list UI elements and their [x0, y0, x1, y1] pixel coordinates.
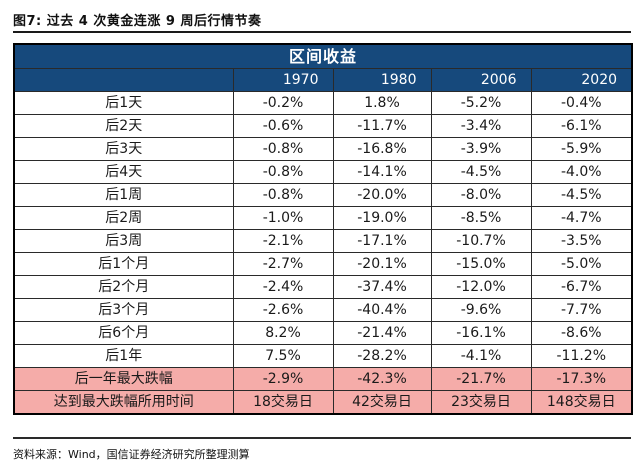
cell-value: -40.4% [332, 298, 432, 322]
table-row: 达到最大跌幅所用时间 18交易日 42交易日 23交易日 148交易日 [13, 390, 633, 415]
cell-value: -0.8% [232, 137, 334, 161]
table-body: 后1天 -0.2% 1.8% -5.2% -0.4% 后2天 -0.6% -11.7% -3.4… [13, 91, 633, 415]
cell-value: -4.5% [430, 160, 532, 184]
cell-value: -4.5% [530, 183, 633, 207]
table-row: 后3周 -2.1% -17.1% -10.7% -3.5% [13, 229, 633, 253]
cell-value: -19.0% [332, 206, 432, 230]
row-label: 后3周 [13, 229, 234, 253]
table-row: 后2周 -1.0% -19.0% -8.5% -4.7% [13, 206, 633, 230]
cell-value: -11.7% [332, 114, 432, 138]
source-divider [13, 437, 631, 439]
row-label: 后1个月 [13, 252, 234, 276]
row-label: 达到最大跌幅所用时间 [13, 390, 234, 415]
cell-value: -12.0% [430, 275, 532, 299]
table-row: 后3个月 -2.6% -40.4% -9.6% -7.7% [13, 298, 633, 322]
cell-value: -20.0% [332, 183, 432, 207]
cell-value: -2.7% [232, 252, 334, 276]
cell-value: -5.9% [530, 137, 633, 161]
cell-value: 7.5% [232, 344, 334, 368]
cell-value: -20.1% [332, 252, 432, 276]
cell-value: -21.4% [332, 321, 432, 345]
cell-value: -2.1% [232, 229, 334, 253]
table-title: 区间收益 [13, 43, 633, 69]
row-label: 后一年最大跌幅 [13, 367, 234, 391]
cell-value: -17.1% [332, 229, 432, 253]
row-label: 后2天 [13, 114, 234, 138]
cell-value: -11.2% [530, 344, 633, 368]
cell-value: -28.2% [332, 344, 432, 368]
cell-value: 42交易日 [332, 390, 432, 415]
row-label: 后6个月 [13, 321, 234, 345]
row-label: 后3天 [13, 137, 234, 161]
figure-title: 图7: 过去 4 次黄金连涨 9 周后行情节奏 [13, 14, 262, 29]
row-label: 后2个月 [13, 275, 234, 299]
year-header-1970: 1970 [232, 68, 334, 92]
cell-value: -6.7% [530, 275, 633, 299]
cell-value: -42.3% [332, 367, 432, 391]
row-label: 后1天 [13, 91, 234, 115]
cell-value: -0.8% [232, 160, 334, 184]
cell-value: -16.8% [332, 137, 432, 161]
cell-value: -5.2% [430, 91, 532, 115]
year-header-1980: 1980 [332, 68, 432, 92]
cell-value: -8.0% [430, 183, 532, 207]
cell-value: -0.6% [232, 114, 334, 138]
cell-value: -2.6% [232, 298, 334, 322]
cell-value: -16.1% [430, 321, 532, 345]
cell-value: 23交易日 [430, 390, 532, 415]
table-row: 后1天 -0.2% 1.8% -5.2% -0.4% [13, 91, 633, 115]
cell-value: -3.9% [430, 137, 532, 161]
cell-value: -17.3% [530, 367, 633, 391]
returns-table: 区间收益 1970 1980 2006 2020 后1天 -0.2% 1.8% -5.2% -… [13, 43, 634, 415]
cell-value: -8.6% [530, 321, 633, 345]
cell-value: -2.9% [232, 367, 334, 391]
cell-value: 8.2% [232, 321, 334, 345]
row-label: 后1年 [13, 344, 234, 368]
table-title-row: 区间收益 [13, 43, 633, 69]
cell-value: -4.0% [530, 160, 633, 184]
table-row: 后1年 7.5% -28.2% -4.1% -11.2% [13, 344, 633, 368]
cell-value: -2.4% [232, 275, 334, 299]
cell-value: -15.0% [430, 252, 532, 276]
cell-value: 148交易日 [530, 390, 633, 415]
cell-value: -0.4% [530, 91, 633, 115]
cell-value: -8.5% [430, 206, 532, 230]
cell-value: -9.6% [430, 298, 532, 322]
cell-value: -0.8% [232, 183, 334, 207]
cell-value: -4.1% [430, 344, 532, 368]
row-label: 后1周 [13, 183, 234, 207]
table-row: 后2个月 -2.4% -37.4% -12.0% -6.7% [13, 275, 633, 299]
cell-value: -1.0% [232, 206, 334, 230]
table-row: 后1周 -0.8% -20.0% -8.0% -4.5% [13, 183, 633, 207]
row-label: 后4天 [13, 160, 234, 184]
table-row: 后1个月 -2.7% -20.1% -15.0% -5.0% [13, 252, 633, 276]
table-row: 后4天 -0.8% -14.1% -4.5% -4.0% [13, 160, 633, 184]
cell-value: 1.8% [332, 91, 432, 115]
table-row: 后6个月 8.2% -21.4% -16.1% -8.6% [13, 321, 633, 345]
cell-value: -37.4% [332, 275, 432, 299]
year-header-2020: 2020 [530, 68, 633, 92]
cell-value: -10.7% [430, 229, 532, 253]
row-label: 后2周 [13, 206, 234, 230]
year-header-row: 1970 1980 2006 2020 [13, 68, 633, 92]
cell-value: -5.0% [530, 252, 633, 276]
row-label: 后3个月 [13, 298, 234, 322]
source-note: 资料来源：Wind，国信证券经济研究所整理测算 [13, 448, 250, 461]
year-header-2006: 2006 [430, 68, 532, 92]
table-row: 后3天 -0.8% -16.8% -3.9% -5.9% [13, 137, 633, 161]
cell-value: -3.5% [530, 229, 633, 253]
cell-value: 18交易日 [232, 390, 334, 415]
cell-value: -6.1% [530, 114, 633, 138]
title-divider [13, 31, 631, 33]
cell-value: -21.7% [430, 367, 532, 391]
corner-cell [13, 68, 234, 92]
cell-value: -0.2% [232, 91, 334, 115]
cell-value: -3.4% [430, 114, 532, 138]
table-row: 后2天 -0.6% -11.7% -3.4% -6.1% [13, 114, 633, 138]
cell-value: -14.1% [332, 160, 432, 184]
cell-value: -7.7% [530, 298, 633, 322]
cell-value: -4.7% [530, 206, 633, 230]
table-row: 后一年最大跌幅 -2.9% -42.3% -21.7% -17.3% [13, 367, 633, 391]
